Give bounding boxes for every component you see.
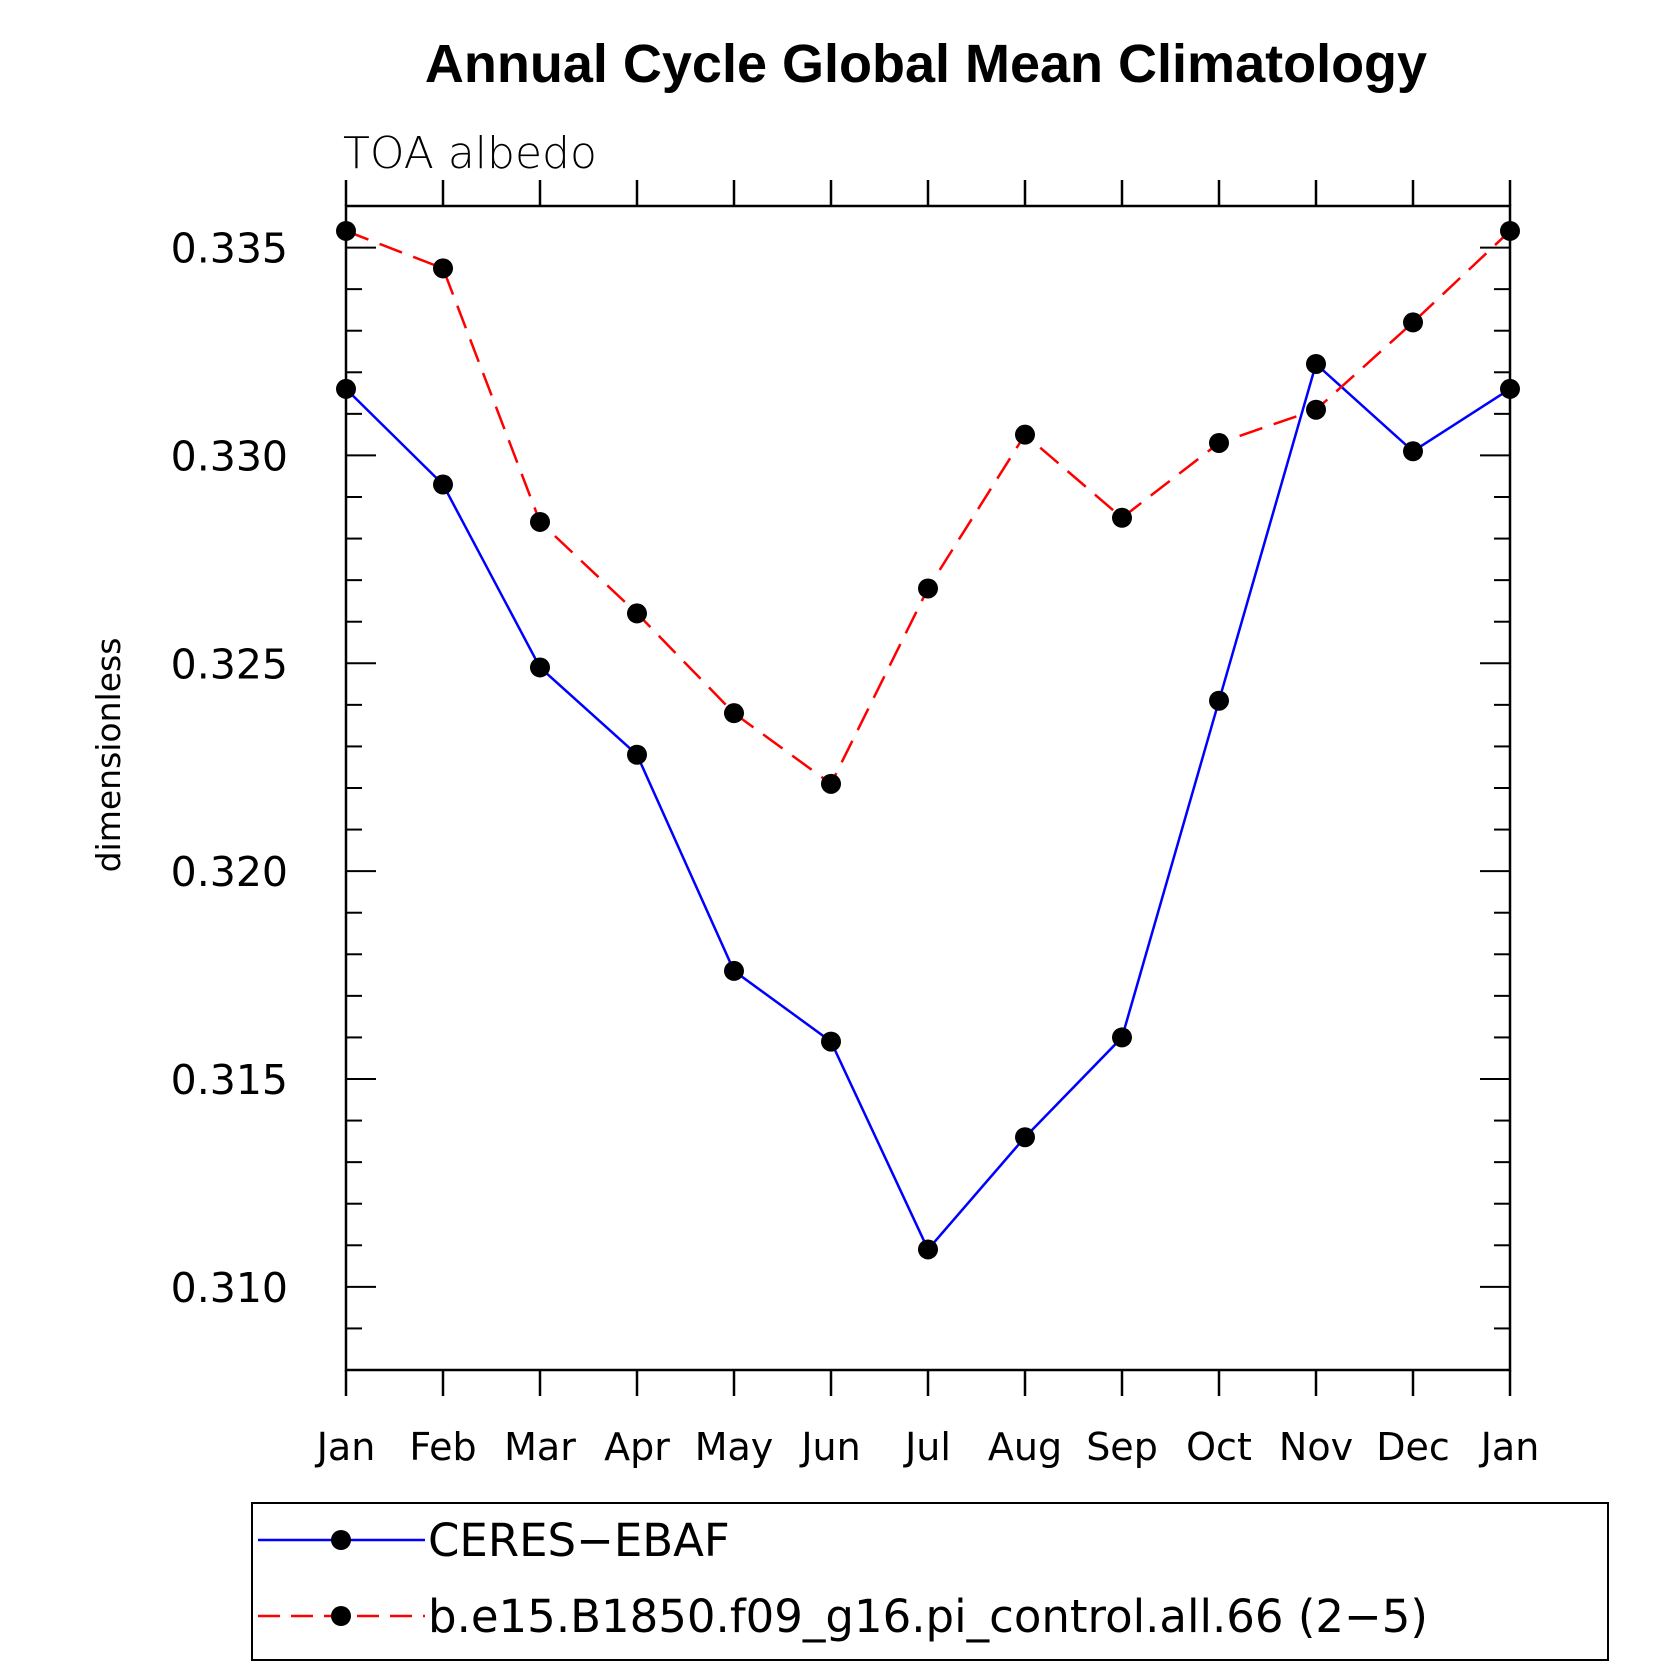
y-tick-labels: 0.310 0.315 0.320 0.325 0.330 0.335 [171,225,288,1312]
y-tick-label: 0.320 [171,848,288,896]
x-tick-label: Jun [799,1425,860,1469]
legend-box [251,1502,1609,1661]
series-1-point [1306,353,1326,374]
series-2-point [1403,312,1423,333]
legend-label-2: b.e15.B1850.f09_g16.pi_control.all.66 (2… [428,1590,1428,1643]
chart-subtitle: TOA albedo [343,128,597,179]
x-tick-label: Jul [903,1425,951,1469]
series-1-point [1112,1027,1132,1048]
series-line-2 [345,229,1511,786]
series-1-point [433,474,453,495]
plot-frame [344,204,1512,1372]
series-1-point [627,744,647,765]
legend: CERES−EBAF b.e15.B1850.f09_g16.pi_control… [251,1502,1609,1661]
legend-marker-1 [331,1530,351,1550]
x-tick-label: Jan [1479,1425,1540,1469]
x-tick-label: May [695,1425,774,1469]
series-2-point [918,578,938,599]
legend-label-1: CERES−EBAF [428,1514,730,1567]
y-axis-label: dimensionless [89,638,128,873]
series-2-point [1306,399,1326,420]
series-1-point [821,1031,841,1052]
series-1-point [918,1239,938,1260]
x-tick-labels: Jan Feb Mar Apr May Jun Jul Aug Sep Oct Nov Dec Jan [315,1425,1540,1469]
series-1-point [1209,690,1229,711]
x-tick-label: Oct [1186,1425,1252,1469]
series-2-point [1209,432,1229,453]
x-tick-label: Feb [409,1425,476,1469]
series-2-point [821,773,841,794]
series-1-point [1015,1127,1035,1148]
x-tick-label: Apr [604,1425,670,1469]
series-line-1 [345,361,1511,1252]
x-tick-label: Nov [1279,1425,1353,1469]
x-tick-label: Sep [1086,1425,1158,1469]
series-1-point [530,657,550,678]
y-tick-label: 0.310 [171,1264,288,1312]
x-tick-label: Jan [315,1425,376,1469]
x-tick-label: Dec [1376,1425,1450,1469]
series-1-point [724,960,744,981]
chart-title: Annual Cycle Global Mean Climatology [425,34,1427,94]
y-tick-label: 0.330 [171,432,288,480]
series-2-point [627,603,647,624]
axis-ticks [344,180,1512,1396]
series-2-point [1015,424,1035,445]
series-layer [336,220,1520,1260]
series-1-point [1403,441,1423,462]
y-tick-label: 0.315 [171,1056,288,1104]
legend-marker-2 [331,1606,351,1626]
x-tick-label: Aug [988,1425,1062,1469]
y-tick-label: 0.325 [171,640,288,688]
series-2-point [1112,507,1132,528]
series-2-point [724,703,744,724]
y-tick-label: 0.335 [171,225,288,273]
series-2-point [433,258,453,279]
series-2-point [530,511,550,532]
x-tick-label: Mar [504,1425,576,1469]
